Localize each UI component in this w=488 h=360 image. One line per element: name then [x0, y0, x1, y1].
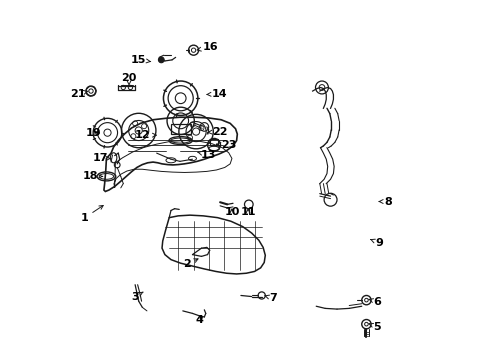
Text: 4: 4 [195, 315, 203, 325]
Text: 7: 7 [264, 293, 277, 303]
Text: 21: 21 [70, 89, 88, 99]
Text: 20: 20 [121, 73, 137, 86]
Text: 23: 23 [216, 140, 236, 150]
Text: 12: 12 [134, 130, 156, 140]
Text: 6: 6 [368, 297, 380, 307]
Circle shape [158, 57, 164, 63]
Text: 3: 3 [131, 292, 142, 302]
Text: 9: 9 [370, 238, 382, 248]
Text: 19: 19 [85, 129, 101, 138]
Text: 13: 13 [198, 150, 216, 160]
Text: 1: 1 [81, 206, 103, 222]
Text: 15: 15 [131, 55, 150, 65]
Text: 2: 2 [183, 259, 198, 269]
Text: 10: 10 [224, 207, 239, 217]
Text: 22: 22 [207, 127, 227, 136]
Text: 14: 14 [206, 89, 227, 99]
Text: 16: 16 [197, 42, 218, 52]
Text: 5: 5 [368, 322, 380, 332]
Text: 11: 11 [240, 207, 255, 217]
Text: 17: 17 [92, 153, 111, 163]
Text: 8: 8 [378, 197, 391, 207]
Text: 18: 18 [82, 171, 102, 181]
